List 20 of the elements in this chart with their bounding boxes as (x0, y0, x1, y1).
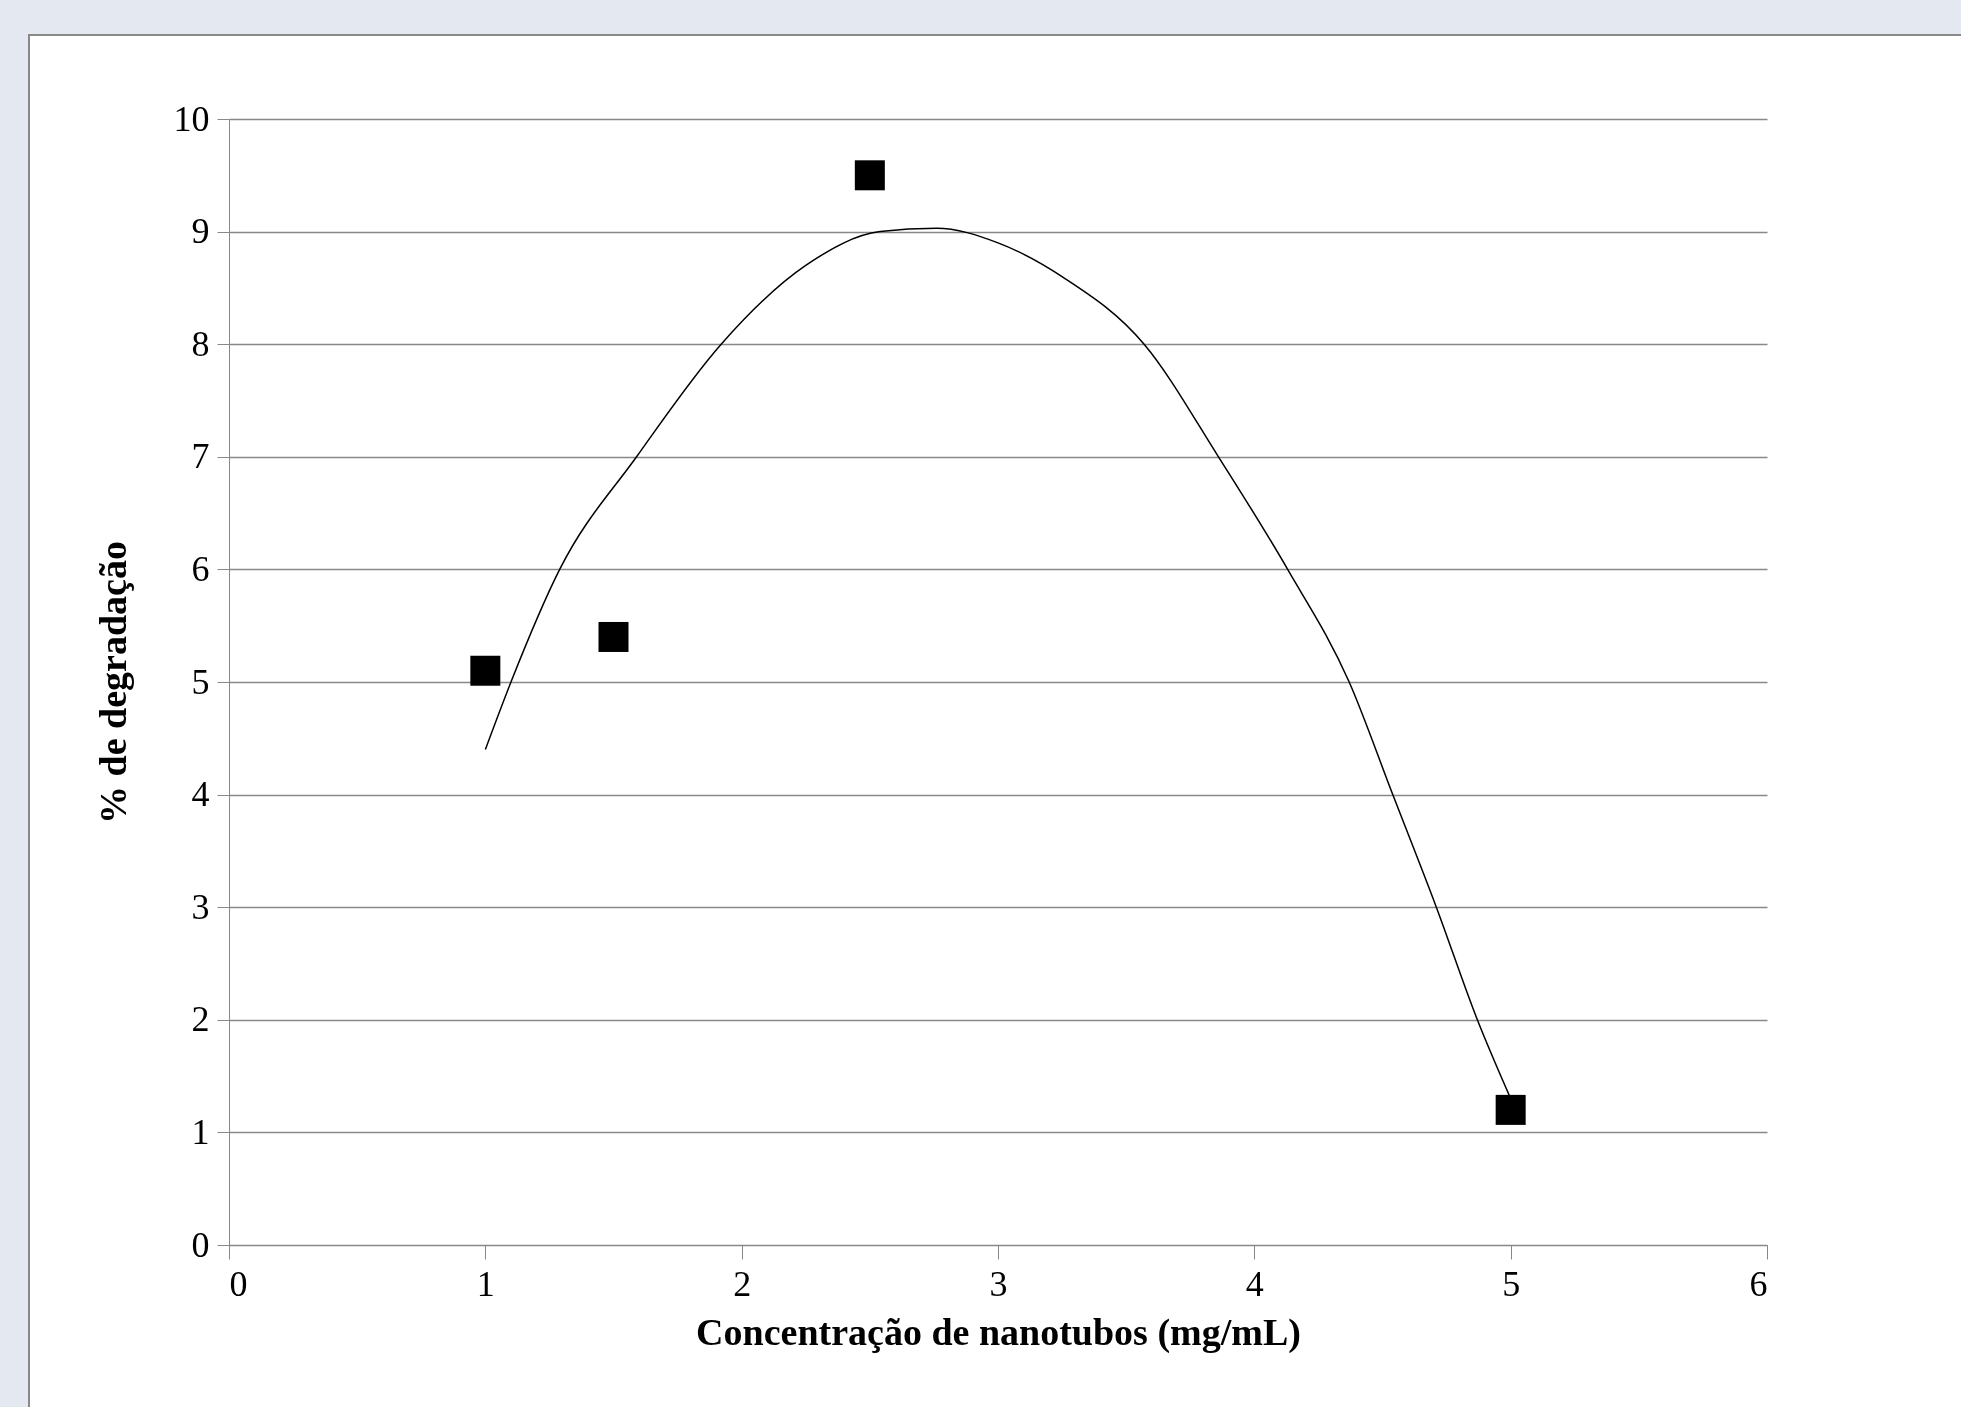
x-tick-label: 4 (1245, 1263, 1264, 1304)
x-axis-title: Concentração de nanotubos (mg/mL) (696, 1310, 1301, 1354)
y-tick-label: 3 (191, 886, 210, 927)
y-tick-label: 10 (173, 98, 210, 139)
x-tick-label: 2 (733, 1263, 752, 1304)
y-tick-label: 2 (191, 999, 210, 1040)
x-tick-label: 6 (1749, 1263, 1768, 1304)
y-tick-label: 1 (191, 1111, 210, 1152)
x-tick-label: 5 (1502, 1263, 1521, 1304)
y-tick-label: 8 (191, 323, 210, 364)
y-tick-label: 7 (191, 436, 210, 477)
y-tick-label: 4 (191, 774, 210, 815)
y-axis-title: % de degradação (91, 541, 134, 824)
x-tick-label: 0 (229, 1263, 248, 1304)
y-tick-label: 5 (191, 661, 210, 702)
y-tick-label: 0 (191, 1224, 210, 1265)
y-tick-label: 6 (191, 548, 210, 589)
x-tick-label: 3 (989, 1263, 1008, 1304)
y-tick-label: 9 (191, 211, 210, 252)
x-tick-label: 1 (476, 1263, 495, 1304)
